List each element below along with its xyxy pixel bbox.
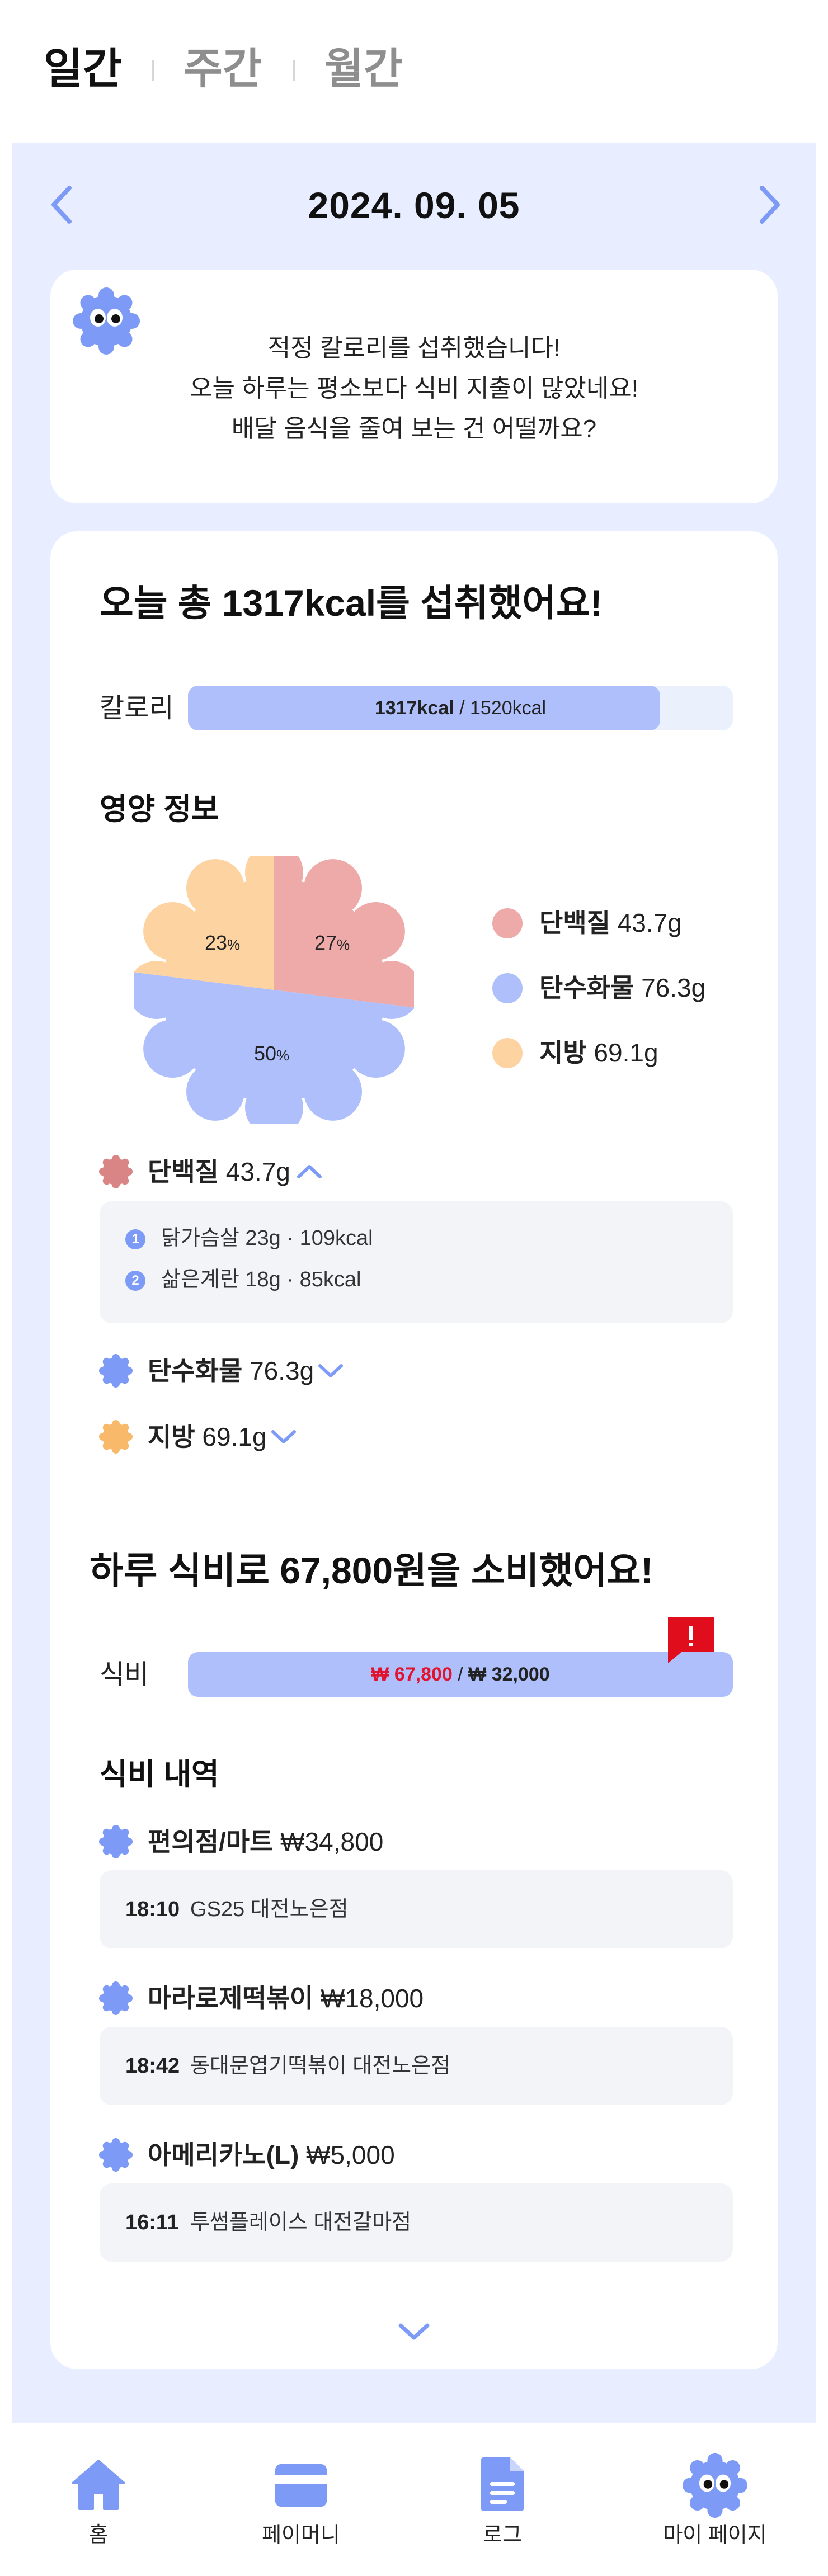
nutrient-row-carbs[interactable]: 탄수화물 76.3g bbox=[148, 1356, 314, 1385]
message-line: 오늘 하루는 평소보다 식비 지출이 많았네요! bbox=[190, 375, 638, 402]
chevron-up-icon[interactable] bbox=[295, 1161, 323, 1181]
expense-place: 투썸플레이스 대전갈마점 bbox=[190, 2211, 412, 2234]
expense-item-title: 편의점/마트 ₩34,800 bbox=[148, 1827, 384, 1856]
expense-time: 18:42 bbox=[125, 2054, 180, 2078]
spending-bar: ₩ 67,800 / ₩ 32,000 bbox=[188, 1652, 733, 1697]
legend-dot bbox=[492, 973, 523, 1003]
pie-slice-fat bbox=[134, 856, 274, 990]
chevron-down-icon[interactable] bbox=[396, 2320, 432, 2342]
expense-item-detail[interactable]: 18:42 동대문엽기떡볶이 대전노은점 bbox=[100, 2027, 733, 2105]
tab-daily[interactable]: 일간 bbox=[44, 45, 122, 93]
nav-paymoney[interactable]: 페이머니 bbox=[217, 2423, 385, 2576]
legend-dot bbox=[492, 908, 523, 938]
nutrition-pie-chart bbox=[134, 856, 414, 1124]
expense-item-detail[interactable]: 16:11 투썸플레이스 대전갈마점 bbox=[100, 2183, 733, 2262]
pie-label-protein: 27% bbox=[314, 931, 350, 954]
alert-symbol: ! bbox=[686, 1621, 695, 1653]
expense-time: 16:11 bbox=[125, 2211, 179, 2234]
expense-item-title: 아메리카노(L) ₩5,000 bbox=[148, 2140, 395, 2169]
spending-headline: 하루 식비로 67,800원을 소비했어요! bbox=[90, 1550, 653, 1591]
fat-marker-icon bbox=[99, 1420, 133, 1454]
chevron-down-icon[interactable] bbox=[317, 1360, 345, 1380]
expense-item-detail[interactable]: 18:10 GS25 대전노은점 bbox=[100, 1870, 733, 1948]
pie-label-carbs: 50% bbox=[254, 1042, 290, 1065]
mascot-icon bbox=[73, 287, 140, 355]
nav-label: 홈 bbox=[88, 2523, 109, 2547]
chevron-right-icon[interactable] bbox=[753, 182, 787, 227]
expense-marker-icon bbox=[99, 1825, 133, 1858]
tab-weekly[interactable]: 주간 bbox=[184, 45, 262, 93]
calorie-label: 칼로리 bbox=[100, 693, 174, 723]
carbs-marker-icon bbox=[99, 1354, 133, 1388]
tab-divider bbox=[293, 60, 295, 81]
chevron-left-icon[interactable] bbox=[45, 182, 78, 227]
nutrient-row-fat[interactable]: 지방 69.1g bbox=[148, 1422, 267, 1451]
expense-marker-icon bbox=[99, 1981, 133, 2015]
period-tabs: 일간 주간 월간 bbox=[0, 0, 828, 143]
nav-label: 로그 bbox=[483, 2523, 522, 2547]
expense-item-title: 마라로제떡볶이 ₩18,000 bbox=[148, 1984, 424, 2013]
expense-title: 식비 내역 bbox=[100, 1758, 219, 1791]
calorie-bar-fill bbox=[188, 686, 660, 730]
pie-label-fat: 23% bbox=[205, 931, 241, 954]
exclamation-alert-icon: ! bbox=[668, 1617, 714, 1663]
tab-divider bbox=[152, 60, 154, 81]
number-badge: 1 bbox=[125, 1229, 145, 1249]
date-label: 2024. 09. 05 bbox=[308, 185, 520, 226]
nav-home[interactable]: 홈 bbox=[15, 2423, 182, 2576]
mascot-icon bbox=[682, 2452, 748, 2518]
expense-place: 동대문엽기떡볶이 대전노은점 bbox=[190, 2054, 451, 2078]
message-card bbox=[50, 270, 778, 503]
spending-label: 식비 bbox=[100, 1660, 149, 1690]
message-line: 배달 음식을 줄여 보는 건 어떨까요? bbox=[231, 415, 597, 442]
protein-marker-icon bbox=[99, 1155, 133, 1188]
nav-mypage[interactable]: 마이 페이지 bbox=[631, 2423, 799, 2576]
home-icon bbox=[72, 2460, 125, 2510]
spending-bar-text: ₩ 67,800 / ₩ 32,000 bbox=[371, 1664, 550, 1685]
legend-dot bbox=[492, 1038, 523, 1068]
bottom-navigation bbox=[12, 2423, 816, 2576]
expense-time: 18:10 bbox=[125, 1898, 180, 1921]
calorie-bar-text: 1317kcal / 1520kcal bbox=[374, 697, 547, 719]
protein-food-list: 1 닭가슴살 23g · 109kcal 2 삶은계란 18g · 85kcal bbox=[100, 1201, 733, 1323]
nav-log[interactable]: 로그 bbox=[418, 2423, 586, 2576]
chevron-down-icon[interactable] bbox=[270, 1426, 298, 1446]
calorie-headline: 오늘 총 1317kcal를 섭취했어요! bbox=[100, 582, 603, 624]
tab-monthly[interactable]: 월간 bbox=[324, 45, 403, 93]
expense-place: GS25 대전노은점 bbox=[190, 1898, 349, 1921]
card-icon bbox=[275, 2464, 327, 2507]
nutrient-row-protein[interactable]: 단백질 43.7g bbox=[148, 1157, 290, 1186]
nutrition-title: 영양 정보 bbox=[100, 792, 219, 826]
calorie-bar: 1317kcal / 1520kcal bbox=[188, 686, 733, 730]
nav-label: 페이머니 bbox=[262, 2523, 340, 2547]
expense-marker-icon bbox=[99, 2138, 133, 2172]
message-line: 적정 칼로리를 섭취했습니다! bbox=[267, 334, 561, 362]
document-icon bbox=[481, 2457, 524, 2511]
nav-label: 마이 페이지 bbox=[663, 2523, 767, 2547]
number-badge: 2 bbox=[125, 1271, 145, 1291]
spending-bar-fill bbox=[188, 1652, 733, 1697]
